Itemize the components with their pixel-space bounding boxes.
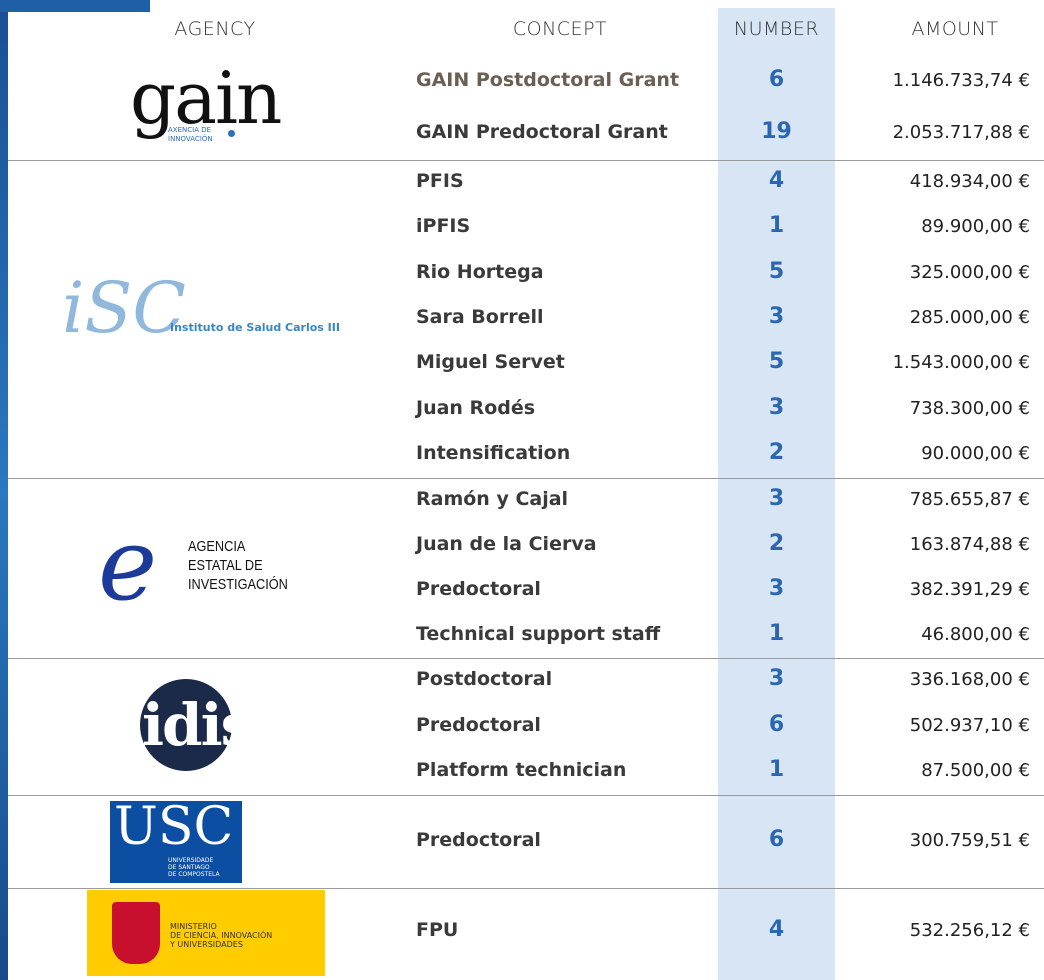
concept: Predoctoral [416, 577, 541, 600]
amount: 1.146.733,74 € [892, 70, 1030, 91]
row-separator [8, 795, 1044, 796]
number: 19 [761, 119, 792, 144]
header-concept: CONCEPT [512, 18, 608, 40]
number: 1 [768, 620, 785, 646]
number: 4 [768, 917, 785, 942]
logo-subtext: INVESTIGACIÓN [188, 576, 288, 593]
number: 3 [768, 304, 785, 329]
logo-subtext: DE SANTIAGO [168, 864, 210, 871]
logo-text: gain [130, 56, 282, 140]
amount: 325.000,00 € [909, 261, 1030, 283]
concept: GAIN Postdoctoral Grant [416, 69, 680, 91]
logo-circle [140, 678, 232, 771]
number: 6 [768, 67, 785, 92]
amount: 163.874,88 € [909, 533, 1030, 555]
concept: Postdoctoral [416, 667, 553, 690]
amount: 336.168,00 € [909, 668, 1030, 690]
concept: FPU [416, 919, 459, 941]
number: 5 [768, 258, 785, 284]
concept: Ramón y Cajal [416, 487, 569, 510]
number-column-bg [718, 8, 835, 980]
logo-text: idis [142, 690, 253, 759]
logo-subtext: DE COMPOSTELA [168, 871, 220, 878]
amount: 89.900,00 € [921, 216, 1030, 238]
number: 1 [768, 213, 785, 239]
concept: Miguel Servet [416, 351, 565, 374]
amount: 2.053.717,88 € [892, 122, 1030, 143]
amount: 502.937,10 € [909, 714, 1030, 736]
header-agency: AGENCY [174, 18, 256, 40]
number: 3 [768, 575, 785, 601]
concept: Technical support staff [416, 622, 661, 645]
number: 3 [768, 394, 785, 420]
amount: 87.500,00 € [921, 760, 1030, 782]
amount: 785.655,87 € [909, 488, 1030, 510]
amount: 418.934,00 € [909, 170, 1030, 192]
logo-subtext: AXENCIA DE [168, 126, 212, 134]
logo-subtext: Instituto de Salud Carlos III [170, 321, 340, 334]
logo-subtext: AGENCIA [188, 538, 246, 555]
header-amount: AMOUNT [911, 18, 999, 40]
header-number: NUMBER [733, 18, 820, 40]
number: 3 [768, 665, 785, 691]
amount: 1.543.000,00 € [892, 352, 1030, 374]
logo-subtext: INNOVACIÓN [168, 135, 213, 143]
logo-crest [112, 902, 160, 964]
amount: 285.000,00 € [909, 307, 1030, 328]
logo-dot [228, 130, 235, 137]
concept: Rio Hortega [416, 260, 544, 283]
number: 6 [768, 826, 785, 852]
corner-band [0, 0, 150, 12]
logo-box [110, 801, 242, 883]
row-separator [8, 478, 1044, 479]
number: 4 [768, 167, 785, 193]
amount: 382.391,29 € [909, 578, 1030, 600]
concept: Juan de la Cierva [416, 532, 597, 555]
number: 3 [768, 485, 785, 511]
number: 5 [768, 349, 785, 375]
number: 2 [768, 440, 785, 466]
concept: iPFIS [416, 215, 471, 238]
logo-text: USC [114, 797, 234, 857]
number: 6 [768, 711, 785, 737]
logo-subtext: DE CIENCIA, INNOVACIÓN [170, 931, 273, 940]
logo-text: e [98, 506, 158, 623]
amount: 300.759,51 € [909, 829, 1030, 851]
row-separator [8, 160, 1044, 161]
side-strip [0, 0, 8, 980]
concept: Intensification [416, 442, 571, 465]
concept: GAIN Predoctoral Grant [416, 121, 668, 143]
logo-subtext: UNIVERSIDADE [168, 857, 214, 864]
amount: 532.256,12 € [909, 920, 1030, 941]
concept: Juan Rodés [416, 396, 536, 419]
number: 1 [768, 757, 785, 783]
concept: Predoctoral [416, 828, 541, 851]
amount: 738.300,00 € [909, 397, 1030, 419]
row-separator [8, 658, 1044, 659]
concept: Platform technician [416, 759, 627, 782]
number: 2 [768, 530, 785, 556]
concept: PFIS [416, 169, 464, 192]
concept: Sara Borrell [416, 306, 544, 328]
amount: 90.000,00 € [921, 443, 1030, 465]
amount: 46.800,00 € [921, 623, 1030, 645]
logo-subtext: MINISTERIO [170, 922, 217, 931]
row-separator [8, 888, 1044, 889]
logo-subtext: Y UNIVERSIDADES [170, 940, 243, 949]
logo-subtext: ESTATAL DE [188, 557, 263, 574]
concept: Predoctoral [416, 713, 541, 736]
logo-text: iSC [62, 267, 186, 349]
